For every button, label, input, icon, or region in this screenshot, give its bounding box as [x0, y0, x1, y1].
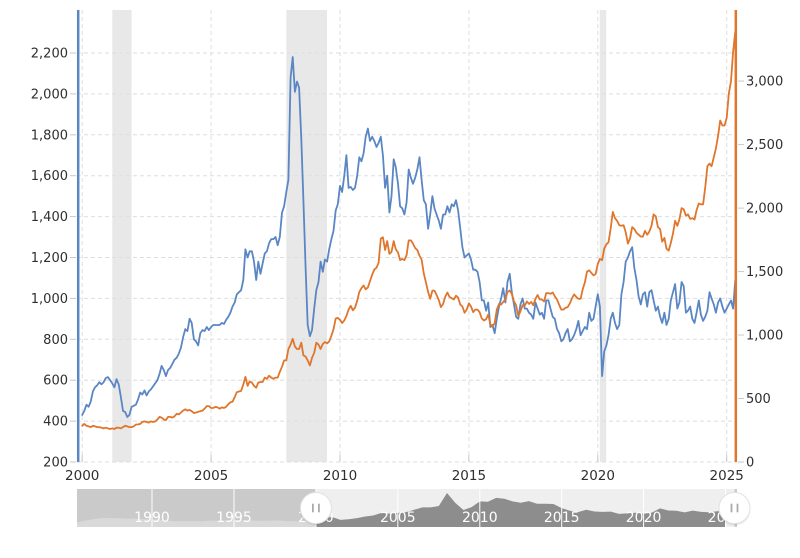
y-axis-right-label: 2,500 — [746, 138, 783, 153]
handle-grip-bar — [730, 503, 733, 513]
handle-grip-bar — [312, 503, 314, 513]
recession-band — [286, 10, 327, 462]
y-axis-right-label: 1,500 — [746, 265, 783, 280]
x-axis-label: 2010 — [323, 468, 357, 484]
x-axis-label: 2020 — [581, 468, 615, 484]
y-axis-right-label: 500 — [746, 392, 771, 407]
y-axis-left-label: 400 — [43, 415, 68, 430]
y-axis-left-label: 2,200 — [31, 47, 68, 62]
recession-band — [599, 10, 607, 462]
handle-circle — [718, 492, 751, 524]
x-axis-label: 2015 — [452, 468, 486, 484]
y-axis-left-label: 200 — [43, 456, 68, 471]
gold-series-line — [81, 30, 737, 430]
y-axis-left-label: 800 — [43, 333, 68, 348]
navigator-year-label: 2005 — [380, 510, 416, 526]
navigator-year-label: 1995 — [216, 510, 252, 526]
x-axis-label: 2025 — [710, 468, 744, 484]
navigator-series-area-masked — [77, 517, 316, 527]
recession-band — [112, 10, 132, 462]
recession-bands — [112, 10, 607, 462]
range-navigator: 19901995200020052010201520202025 — [77, 489, 751, 527]
navigator-year-label: 1990 — [134, 510, 170, 526]
y-axis-right: 0 500 1,000 1,500 2,000 2,500 3,000 — [738, 75, 783, 471]
navigator-handle-right[interactable] — [718, 492, 751, 526]
y-axis-left-label: 1,200 — [31, 251, 68, 266]
navigator-year-label: 2010 — [462, 510, 498, 526]
gridlines — [77, 10, 737, 463]
y-axis-left-label: 1,800 — [31, 128, 68, 143]
handle-grip-bar — [318, 503, 320, 513]
y-axis-right-label: 2,000 — [746, 202, 783, 217]
x-axis-label: 2005 — [194, 468, 228, 484]
navigator-year-label: 2020 — [626, 510, 662, 526]
y-axis-left: 200 400 600 800 1,000 1,200 1,400 1,600 1,800 2,0… — [31, 47, 76, 471]
y-axis-left-label: 2,000 — [31, 87, 68, 102]
handle-circle — [299, 492, 332, 524]
navigator-handle-left[interactable] — [299, 492, 332, 526]
platinum-series-line — [81, 56, 737, 418]
y-axis-left-label: 1,400 — [31, 210, 68, 225]
y-axis-left-label: 1,600 — [31, 169, 68, 184]
y-axis-left-label: 1,000 — [31, 292, 68, 307]
handle-grip-bar — [736, 503, 739, 513]
x-axis-label: 2000 — [65, 468, 99, 484]
plot-area[interactable] — [77, 10, 737, 462]
y-axis-right-label: 3,000 — [746, 75, 783, 90]
navigator-year-label: 2015 — [544, 510, 580, 526]
navigator-series-area-selected — [315, 493, 726, 527]
y-axis-right-label: 1,000 — [746, 329, 783, 344]
y-axis-right-label: 0 — [746, 456, 754, 471]
x-axis: 2000 2005 2010 2015 2020 2025 — [65, 455, 744, 484]
y-axis-left-label: 600 — [43, 374, 68, 389]
